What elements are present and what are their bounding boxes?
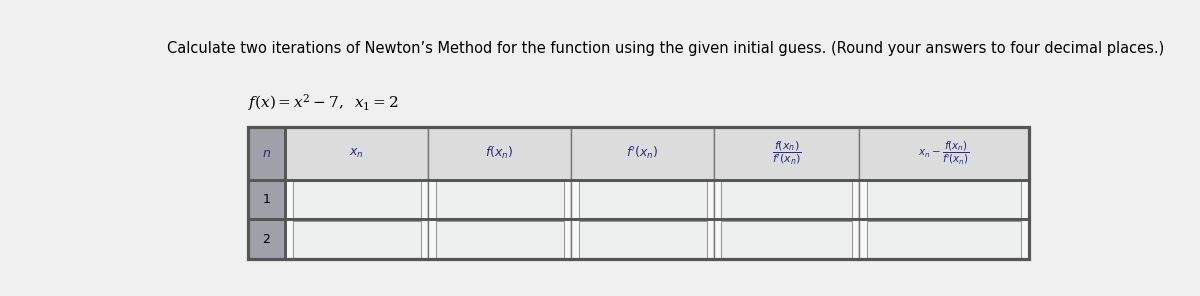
Text: $f'(x_n)$: $f'(x_n)$ [626, 145, 659, 161]
Bar [293, 181, 421, 218]
Bar [428, 127, 571, 180]
Text: $n$: $n$ [262, 147, 271, 160]
Text: $f(x_n)$: $f(x_n)$ [485, 145, 514, 161]
Bar [571, 127, 714, 180]
Text: $x_n$: $x_n$ [349, 147, 364, 160]
Bar [866, 221, 1021, 258]
Bar [721, 221, 852, 258]
Bar [247, 127, 1028, 259]
Text: 1: 1 [263, 193, 270, 206]
Text: $\dfrac{f(x_n)}{f'(x_n)}$: $\dfrac{f(x_n)}{f'(x_n)}$ [772, 139, 802, 167]
Text: $f(x) = x^2 - 7, \;\; x_1 = 2$: $f(x) = x^2 - 7, \;\; x_1 = 2$ [247, 92, 398, 113]
Bar [428, 180, 571, 219]
Bar [714, 219, 859, 259]
Bar [286, 127, 428, 180]
Text: $x_n - \dfrac{f(x_n)}{f'(x_n)}$: $x_n - \dfrac{f(x_n)}{f'(x_n)}$ [918, 139, 970, 167]
Bar [293, 221, 421, 258]
Bar [714, 180, 859, 219]
Bar [859, 127, 1028, 180]
Bar [428, 219, 571, 259]
Bar [247, 127, 286, 180]
Text: 2: 2 [263, 233, 270, 246]
Bar [578, 221, 707, 258]
Bar [859, 219, 1028, 259]
Bar [714, 127, 859, 180]
Bar [286, 180, 428, 219]
Bar [286, 219, 428, 259]
Bar [247, 219, 286, 259]
Bar [866, 181, 1021, 218]
Text: Calculate two iterations of Newton’s Method for the function using the given ini: Calculate two iterations of Newton’s Met… [167, 41, 1164, 56]
Bar [247, 127, 1028, 259]
Bar [571, 219, 714, 259]
Bar [436, 221, 564, 258]
Bar [721, 181, 852, 218]
Bar [859, 180, 1028, 219]
Bar [578, 181, 707, 218]
Bar [436, 181, 564, 218]
Bar [571, 180, 714, 219]
Bar [247, 180, 286, 219]
